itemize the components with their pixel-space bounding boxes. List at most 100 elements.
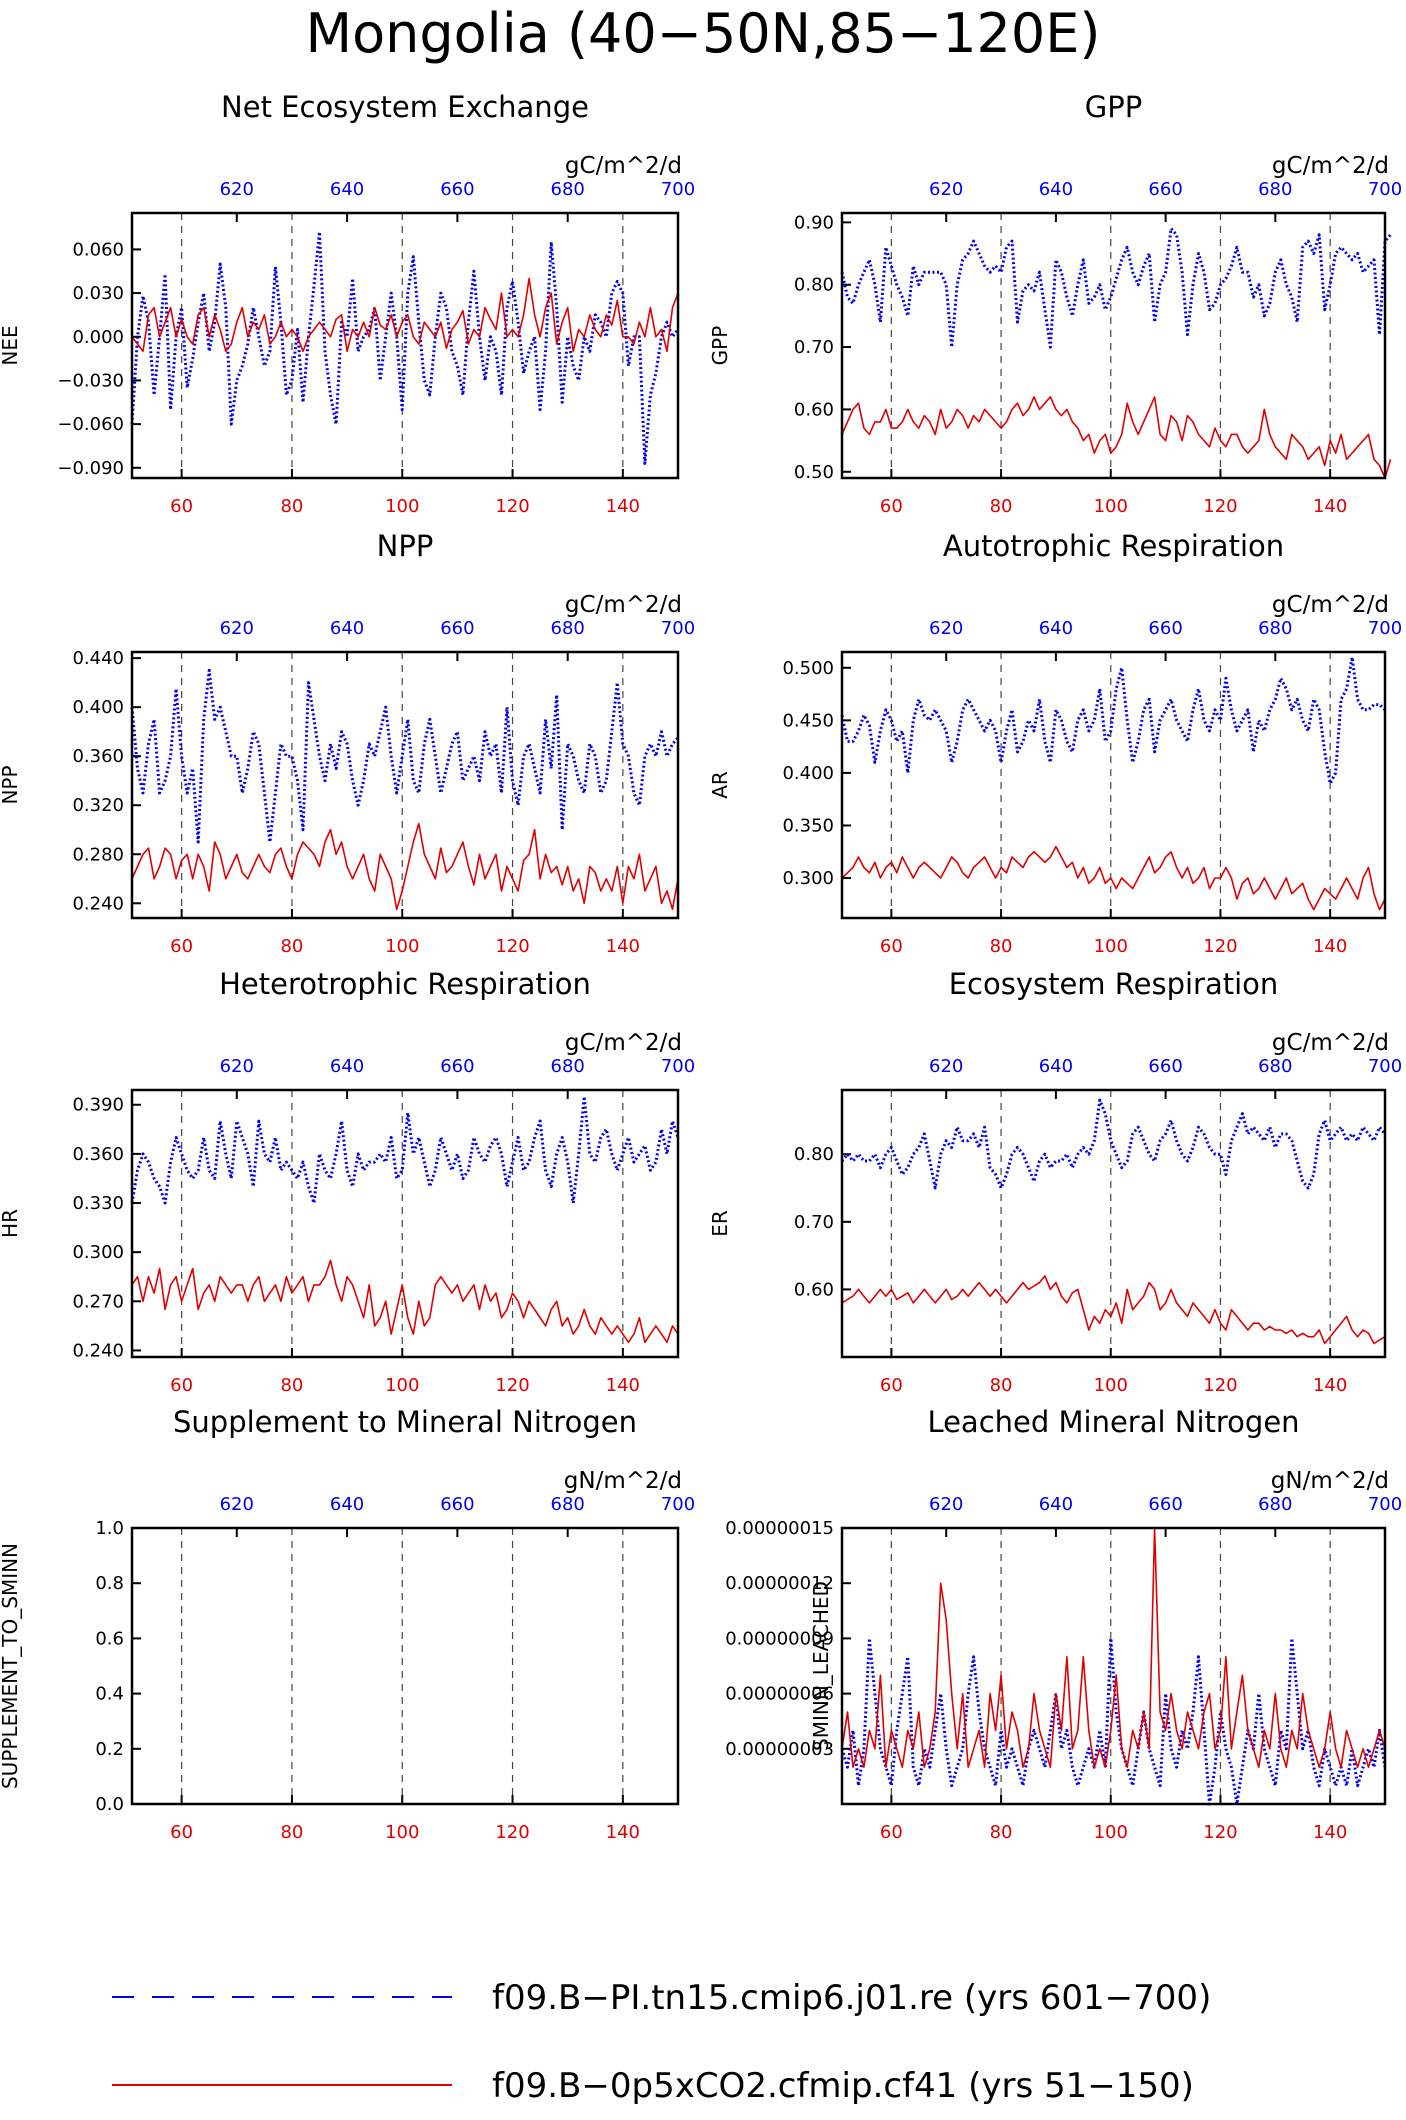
y-tick-label: 0.030 [72, 283, 124, 304]
x-tick-label: 120 [1203, 496, 1237, 517]
y-tick-label: 0.350 [782, 815, 834, 836]
series-line-pi [840, 1098, 1387, 1190]
y-tick-label: 0.360 [72, 1144, 124, 1165]
y-tick-label: 0.00000015 [725, 1518, 834, 1539]
chart-4: Autotrophic Respiration gC/m^2/d 60 80 100 12… [708, 529, 1402, 957]
x-top-tick-label: 640 [330, 179, 364, 200]
x-tick-label: 120 [495, 1822, 529, 1843]
y-tick-label: 0.00000012 [725, 1573, 834, 1594]
x-top-tick-label: 640 [1039, 618, 1073, 639]
x-top-tick-label: 620 [929, 179, 963, 200]
chart-8: Leached Mineral Nitrogen gN/m^2/d 60 80 100 1… [725, 1405, 1402, 1843]
x-top-tick-label: 680 [1258, 1494, 1292, 1515]
x-tick-label: 140 [1313, 1822, 1347, 1843]
panel-title: Autotrophic Respiration [943, 529, 1284, 563]
x-tick-label: 80 [990, 1375, 1013, 1396]
series-line-b [841, 396, 1392, 479]
series-line-pi [130, 230, 680, 465]
y-tick-label: −0.030 [57, 370, 124, 391]
y-tick-label: 0.060 [72, 239, 124, 260]
x-tick-label: 140 [1313, 496, 1347, 517]
x-tick-label: 140 [1313, 1375, 1347, 1396]
x-tick-label: 120 [1203, 1822, 1237, 1843]
x-top-tick-label: 680 [551, 1056, 585, 1077]
y-tick-label: 1.0 [95, 1518, 124, 1539]
x-tick-label: 140 [606, 496, 640, 517]
x-tick-label: 100 [1094, 496, 1128, 517]
plot-frame [130, 1088, 680, 1359]
y-tick-label: 0.70 [794, 337, 834, 358]
panel-title: Supplement to Mineral Nitrogen [173, 1405, 637, 1439]
legend-label-pi: f09.B−PI.tn15.cmip6.j01.re (yrs 601−700) [492, 1978, 1211, 2018]
units-label: gN/m^2/d [564, 1468, 682, 1494]
y-tick-label: 0.300 [72, 1242, 124, 1263]
legend: f09.B−PI.tn15.cmip6.j01.re (yrs 601−700)… [112, 1978, 1211, 2106]
y-tick-label: 0.60 [794, 1279, 834, 1300]
series-line-b [841, 1527, 1386, 1768]
x-top-tick-label: 700 [1368, 179, 1402, 200]
panel-title: Net Ecosystem Exchange [221, 90, 589, 124]
x-top-tick-label: 620 [220, 1056, 254, 1077]
x-top-tick-label: 700 [1368, 1056, 1402, 1077]
y-tick-label: 0.390 [72, 1095, 124, 1116]
x-top-tick-label: 640 [330, 1494, 364, 1515]
plot-frame [130, 650, 680, 920]
y-tick-label: −0.060 [57, 414, 124, 435]
x-tick-label: 80 [280, 936, 303, 957]
x-top-tick-label: 680 [1258, 618, 1292, 639]
x-tick-label: 80 [280, 496, 303, 517]
x-tick-label: 120 [495, 1375, 529, 1396]
x-tick-label: 100 [385, 1822, 419, 1843]
chart-5: Heterotrophic Respiration gC/m^2/d 60 80 100… [0, 967, 695, 1396]
x-tick-label: 100 [385, 1375, 419, 1396]
x-tick-label: 100 [1094, 936, 1128, 957]
y-tick-label: 0.280 [72, 844, 124, 865]
y-tick-label: 0.360 [72, 746, 124, 767]
chart-3: NPP gC/m^2/d 60 80 100 120 140 620 640 660 680 700 0… [0, 529, 695, 957]
x-top-tick-label: 700 [661, 1056, 695, 1077]
x-top-tick-label: 660 [440, 1056, 474, 1077]
x-tick-label: 80 [990, 496, 1013, 517]
units-label: gC/m^2/d [565, 592, 682, 618]
series-line-b [131, 822, 679, 911]
y-axis-label: NEE [0, 325, 22, 365]
y-tick-label: 0.330 [72, 1193, 124, 1214]
x-top-tick-label: 700 [661, 618, 695, 639]
plot-frame [840, 650, 1387, 920]
x-top-tick-label: 660 [440, 1494, 474, 1515]
plot-frame [130, 211, 680, 480]
y-tick-label: 0.240 [72, 1340, 124, 1361]
x-tick-label: 60 [880, 1375, 903, 1396]
y-tick-label: 0.90 [794, 212, 834, 233]
y-axis-label: ER [708, 1210, 732, 1237]
x-top-tick-label: 620 [220, 618, 254, 639]
x-top-tick-label: 680 [551, 1494, 585, 1515]
x-tick-label: 120 [1203, 936, 1237, 957]
y-tick-label: 0.6 [95, 1628, 124, 1649]
y-axis-label: HR [0, 1209, 22, 1238]
x-tick-label: 80 [280, 1375, 303, 1396]
x-tick-label: 140 [1313, 936, 1347, 957]
y-tick-label: 0.4 [95, 1684, 124, 1705]
y-tick-label: 0.240 [72, 893, 124, 914]
x-top-tick-label: 620 [220, 1494, 254, 1515]
plot-frame [840, 1088, 1387, 1359]
units-label: gN/m^2/d [1271, 1468, 1389, 1494]
x-top-tick-label: 660 [1148, 618, 1182, 639]
x-tick-label: 100 [385, 936, 419, 957]
y-tick-label: 0.320 [72, 795, 124, 816]
x-top-tick-label: 640 [330, 618, 364, 639]
x-tick-label: 140 [606, 1822, 640, 1843]
y-tick-label: 0.440 [72, 648, 124, 669]
x-tick-label: 120 [1203, 1375, 1237, 1396]
units-label: gC/m^2/d [1272, 592, 1389, 618]
x-top-tick-label: 680 [1258, 179, 1292, 200]
series-line-b [841, 1275, 1386, 1345]
y-tick-label: 0.00000009 [725, 1628, 834, 1649]
y-tick-label: −0.090 [57, 458, 124, 479]
x-tick-label: 60 [170, 1822, 193, 1843]
chart-2: GPP gC/m^2/d 60 80 100 120 140 620 640 660 680 700 0… [708, 90, 1402, 517]
units-label: gC/m^2/d [565, 1030, 682, 1056]
x-top-tick-label: 660 [1148, 179, 1182, 200]
y-tick-label: 0.2 [95, 1739, 124, 1760]
